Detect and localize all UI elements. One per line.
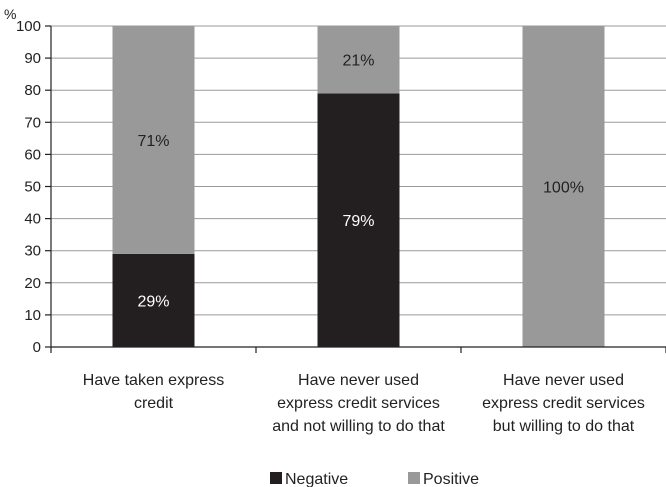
bars: 29% 71% 79% 21% 100%: [112, 26, 605, 347]
y-tick-label: 80: [24, 82, 41, 99]
y-tick-label: 0: [33, 339, 41, 356]
data-label: 21%: [342, 53, 374, 70]
legend-label-negative: Negative: [285, 471, 348, 487]
category-labels: Have taken express credit Have never used e…: [83, 372, 645, 435]
y-tick-label: 70: [24, 114, 41, 131]
bar-negative-2: [317, 93, 400, 347]
y-tick-label: 10: [24, 307, 41, 324]
legend-label-positive: Positive: [423, 471, 479, 487]
bar-positive-2: [317, 26, 400, 94]
data-label: 79%: [342, 213, 374, 230]
data-label: 71%: [137, 133, 169, 150]
y-tick-label: 100: [16, 18, 41, 35]
y-tick-label: 60: [24, 146, 41, 163]
legend: Negative Positive: [270, 471, 479, 487]
category-label-1: Have taken express credit: [83, 372, 224, 412]
y-tick-label: 50: [24, 179, 41, 196]
y-axis-unit-label: %: [4, 6, 16, 22]
legend-swatch-positive: [408, 472, 420, 484]
y-tick-label: 90: [24, 50, 41, 67]
category-label-2: Have never used express credit services an…: [272, 372, 445, 435]
y-tick-label: 30: [24, 243, 41, 260]
y-axis-ticks: 0 10 20 30 40 50 60 70 80 90 100: [16, 18, 51, 356]
y-tick-label: 20: [24, 275, 41, 292]
category-label-3: Have never used express credit services bu…: [482, 372, 645, 435]
data-label: 100%: [543, 180, 584, 197]
y-tick-label: 40: [24, 211, 41, 228]
legend-swatch-negative: [270, 472, 282, 484]
bar-positive-3: [522, 26, 605, 347]
bar-negative-1: [112, 253, 195, 347]
data-label: 29%: [137, 293, 169, 310]
bar-positive-1: [112, 26, 195, 254]
